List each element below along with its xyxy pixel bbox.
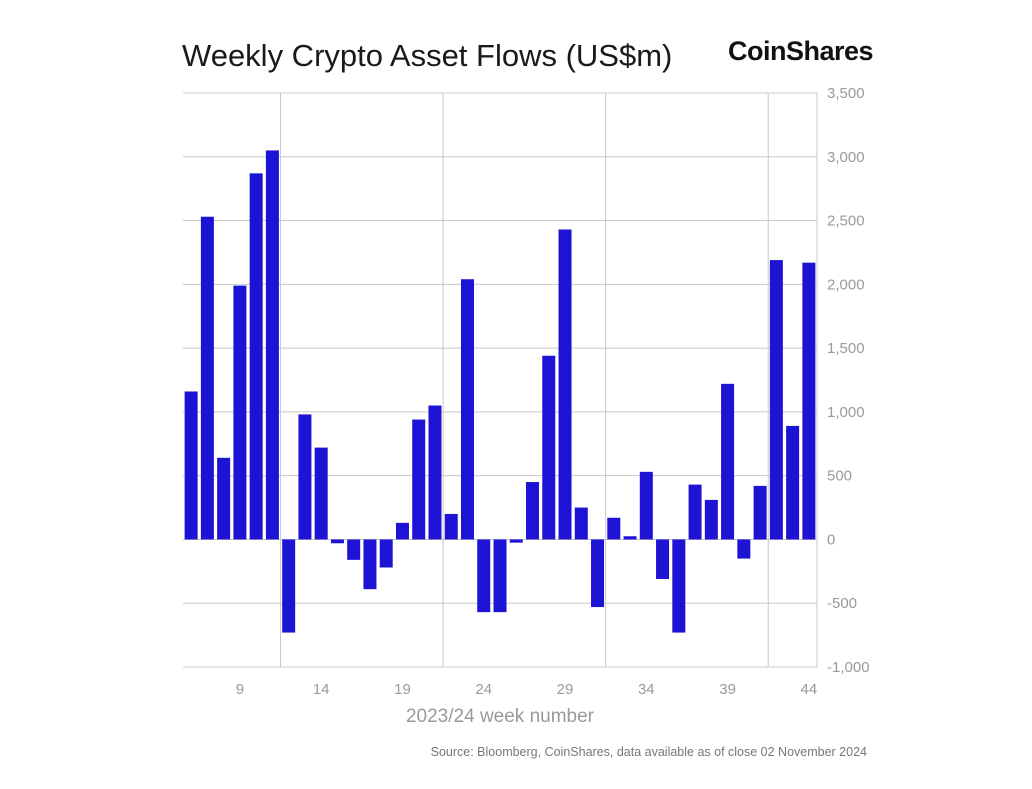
bar — [395, 522, 409, 540]
x-tick-label: 14 — [313, 681, 330, 698]
bar — [591, 539, 605, 608]
x-tick-label: 24 — [475, 681, 492, 698]
y-tick-label: 1,500 — [827, 340, 865, 357]
bar — [249, 173, 263, 540]
bar — [639, 471, 653, 540]
bar — [460, 279, 474, 540]
bar — [184, 391, 198, 540]
x-axis-tick-labels: 9 14 19 24 29 34 39 44 — [236, 681, 817, 698]
brand-logo: CoinShares — [728, 36, 874, 66]
bar — [802, 262, 816, 540]
bar — [363, 539, 377, 590]
bar — [200, 216, 214, 540]
bar — [656, 539, 670, 579]
chart-title: Weekly Crypto Asset Flows (US$m) — [182, 38, 673, 73]
bar — [558, 229, 572, 540]
x-axis-label: 2023/24 week number — [406, 706, 595, 727]
bar — [217, 457, 231, 540]
bar — [786, 425, 800, 540]
bar — [477, 539, 491, 613]
bar — [412, 419, 426, 540]
bar — [721, 383, 735, 540]
bars — [184, 150, 816, 633]
x-tick-label: 39 — [719, 681, 736, 698]
bar — [769, 260, 783, 540]
y-axis-tick-labels: -1,000 -500 0 500 1,000 1,500 2,000 2,500 3,000 3… — [827, 85, 870, 676]
x-tick-label: 44 — [801, 681, 818, 698]
y-tick-label: -500 — [827, 595, 857, 612]
bar — [314, 447, 328, 540]
y-tick-label: 500 — [827, 468, 852, 485]
bar — [737, 539, 751, 559]
bar — [379, 539, 393, 568]
bar — [623, 536, 637, 540]
y-tick-label: 0 — [827, 531, 835, 548]
y-tick-label: 3,000 — [827, 149, 865, 166]
bar — [574, 507, 588, 540]
bar — [526, 482, 540, 540]
bar — [542, 355, 556, 540]
bar — [233, 285, 247, 540]
bar — [265, 150, 279, 540]
y-tick-label: 3,500 — [827, 85, 865, 102]
y-tick-label: 2,000 — [827, 276, 865, 293]
bar — [444, 513, 458, 540]
x-tick-label: 19 — [394, 681, 411, 698]
gridlines — [183, 92, 818, 668]
bar — [753, 485, 767, 540]
bar — [493, 539, 507, 613]
bar — [282, 539, 296, 633]
x-tick-label: 9 — [236, 681, 244, 698]
bar — [607, 517, 621, 540]
bar — [347, 539, 361, 560]
y-tick-label: 2,500 — [827, 213, 865, 230]
bar — [428, 405, 442, 540]
y-tick-label: 1,000 — [827, 404, 865, 421]
x-tick-label: 29 — [557, 681, 574, 698]
x-tick-label: 34 — [638, 681, 655, 698]
bar — [688, 484, 702, 540]
source-note: Source: Bloomberg, CoinShares, data avai… — [430, 745, 867, 759]
bar — [672, 539, 686, 633]
bar — [330, 539, 344, 544]
bar — [298, 414, 312, 540]
bar — [509, 539, 523, 543]
bar — [704, 499, 718, 540]
y-tick-label: -1,000 — [827, 659, 870, 676]
